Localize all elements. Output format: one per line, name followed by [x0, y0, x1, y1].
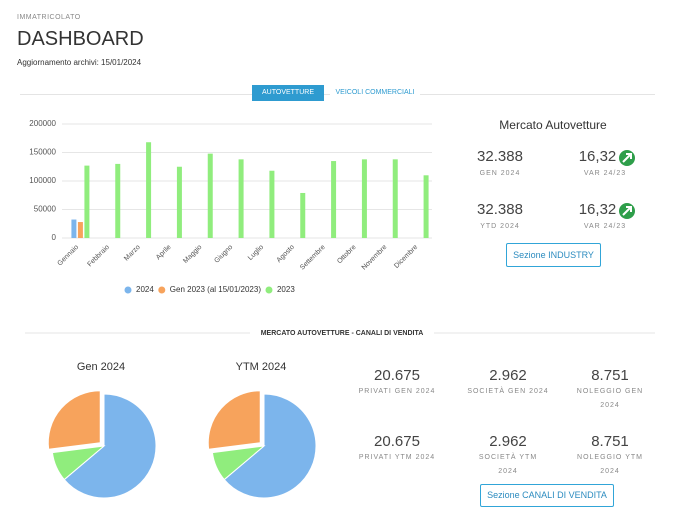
update-date: Aggiornamento archivi: 15/01/2024	[17, 58, 142, 67]
x-tick-label: Gennaio	[56, 244, 80, 268]
pie-slice	[63, 393, 157, 499]
bar	[331, 161, 337, 238]
kpi-label: GEN 2024	[479, 170, 521, 177]
legend-label: 2024	[136, 285, 154, 294]
industry-button[interactable]: Sezione INDUSTRY	[506, 243, 601, 267]
kpi-label: YTD 2024	[480, 223, 520, 230]
kpi-label: NOLEGGIO GEN 2024	[576, 388, 644, 409]
legend-label: 2023	[277, 285, 295, 294]
x-tick-label: Febbraio	[86, 244, 111, 269]
bar	[392, 159, 398, 238]
kpi-label: VAR 24/23	[583, 170, 627, 177]
x-tick-label: Luglio	[247, 244, 265, 262]
kpi-value: 32.388	[477, 148, 523, 165]
x-tick-label: Settembre	[299, 244, 327, 272]
y-tick-label: 150000	[29, 148, 56, 157]
pie-slice	[47, 390, 101, 450]
legend-label: Gen 2023 (al 15/01/2023)	[170, 285, 262, 294]
legend-marker	[124, 286, 132, 294]
kpi-label: PRIVATI YTM 2024	[358, 454, 436, 461]
x-tick-label: Dicembre	[393, 244, 419, 270]
kpi-label: NOLEGGIO YTM 2024	[577, 454, 643, 475]
bar	[423, 175, 429, 238]
x-tick-label: Aprile	[155, 244, 173, 262]
bar	[207, 153, 213, 238]
kpi-value: 20.675	[374, 433, 420, 450]
legend-marker	[265, 286, 273, 294]
x-tick-label: Marzo	[123, 244, 142, 263]
kpi-value: 2.962	[489, 367, 527, 384]
kpi-value: 8.751	[591, 367, 629, 384]
section-title: MERCATO AUTOVETTURE - CANALI DI VENDITA	[261, 330, 424, 337]
arrow-icon	[619, 150, 635, 166]
bar	[71, 219, 77, 238]
section-label: IMMATRICOLATO	[17, 14, 81, 21]
bar	[269, 170, 275, 238]
y-tick-label: 200000	[29, 119, 56, 128]
y-tick-label: 0	[52, 233, 57, 242]
bar	[146, 142, 152, 238]
bar	[115, 163, 121, 238]
market-title: Mercato Autovetture	[499, 118, 607, 132]
page-title: DASHBOARD	[17, 28, 144, 50]
y-tick-label: 100000	[29, 176, 56, 185]
kpi-label: SOCIETÀ GEN 2024	[467, 388, 549, 395]
arrow-icon	[619, 203, 635, 219]
x-tick-label: Maggio	[182, 244, 203, 265]
kpi-value: 2.962	[489, 433, 527, 450]
pie-slice	[211, 445, 266, 481]
tab-active[interactable]: AUTOVETTURE	[252, 85, 324, 101]
kpi-value: 32.388	[477, 201, 523, 218]
x-tick-label: Novembre	[361, 244, 389, 272]
pie-slice	[223, 393, 317, 499]
bar	[77, 222, 83, 238]
x-tick-label: Giugno	[213, 244, 234, 265]
kpi-value: 16,32	[578, 148, 617, 165]
kpi-label: PRIVATI GEN 2024	[358, 388, 436, 395]
legend-marker	[158, 286, 166, 294]
bar	[84, 165, 90, 238]
bar	[300, 192, 306, 238]
kpi-label: SOCIETÀ YTM 2024	[478, 454, 538, 475]
pie-slice	[51, 445, 106, 481]
kpi-value: 20.675	[374, 367, 420, 384]
title-bg	[250, 327, 434, 339]
bar	[238, 159, 244, 238]
tab[interactable]: VEICOLI COMMERCIALI	[330, 85, 420, 101]
kpi-label: VAR 24/23	[583, 223, 627, 230]
bar	[361, 159, 367, 238]
kpi-value: 8.751	[591, 433, 629, 450]
pie-title: YTM 2024	[236, 361, 287, 373]
x-tick-label: Ottobre	[336, 244, 358, 266]
channels-button[interactable]: Sezione CANALI DI VENDITA	[480, 484, 614, 507]
pie-slice	[207, 390, 261, 450]
y-tick-label: 50000	[34, 205, 57, 214]
bar	[176, 166, 182, 238]
kpi-value: 16,32	[578, 201, 617, 218]
pie-title: Gen 2024	[77, 361, 125, 373]
x-tick-label: Agosto	[276, 244, 296, 264]
